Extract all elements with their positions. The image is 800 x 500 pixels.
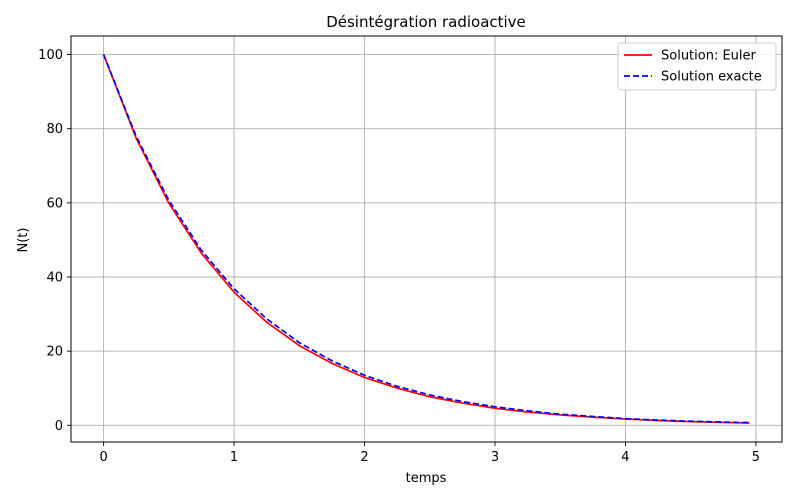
x-tick-label: 2 <box>360 450 368 465</box>
axes-frame <box>70 35 783 443</box>
x-tick-label: 4 <box>621 450 629 465</box>
y-tick-label: 0 <box>55 419 63 434</box>
legend: Solution: Euler Solution exacte <box>617 42 777 91</box>
x-tick-label: 5 <box>752 450 760 465</box>
y-tick-label: 60 <box>46 196 63 211</box>
legend-label: Solution exacte <box>661 70 762 85</box>
y-axis-label: N(t) <box>16 228 31 253</box>
x-tick-label: 0 <box>99 450 107 465</box>
series-line-euler <box>102 54 750 424</box>
x-axis-label: temps <box>406 471 447 486</box>
y-tick-label: 20 <box>46 345 63 360</box>
chart-title: Désintégration radioactive <box>326 13 526 31</box>
grid <box>71 36 782 442</box>
y-tick-label: 100 <box>38 48 63 63</box>
axis-ticks: 0 1 2 3 4 5 0 20 40 60 80 100 <box>38 48 760 465</box>
legend-box <box>617 42 777 91</box>
x-tick-label: 1 <box>230 450 238 465</box>
y-tick-label: 40 <box>46 271 63 286</box>
y-tick-label: 80 <box>46 122 63 137</box>
legend-label: Solution: Euler <box>661 49 757 64</box>
series-line-exacte <box>102 54 750 424</box>
x-tick-label: 3 <box>491 450 499 465</box>
series-lines <box>102 54 750 424</box>
